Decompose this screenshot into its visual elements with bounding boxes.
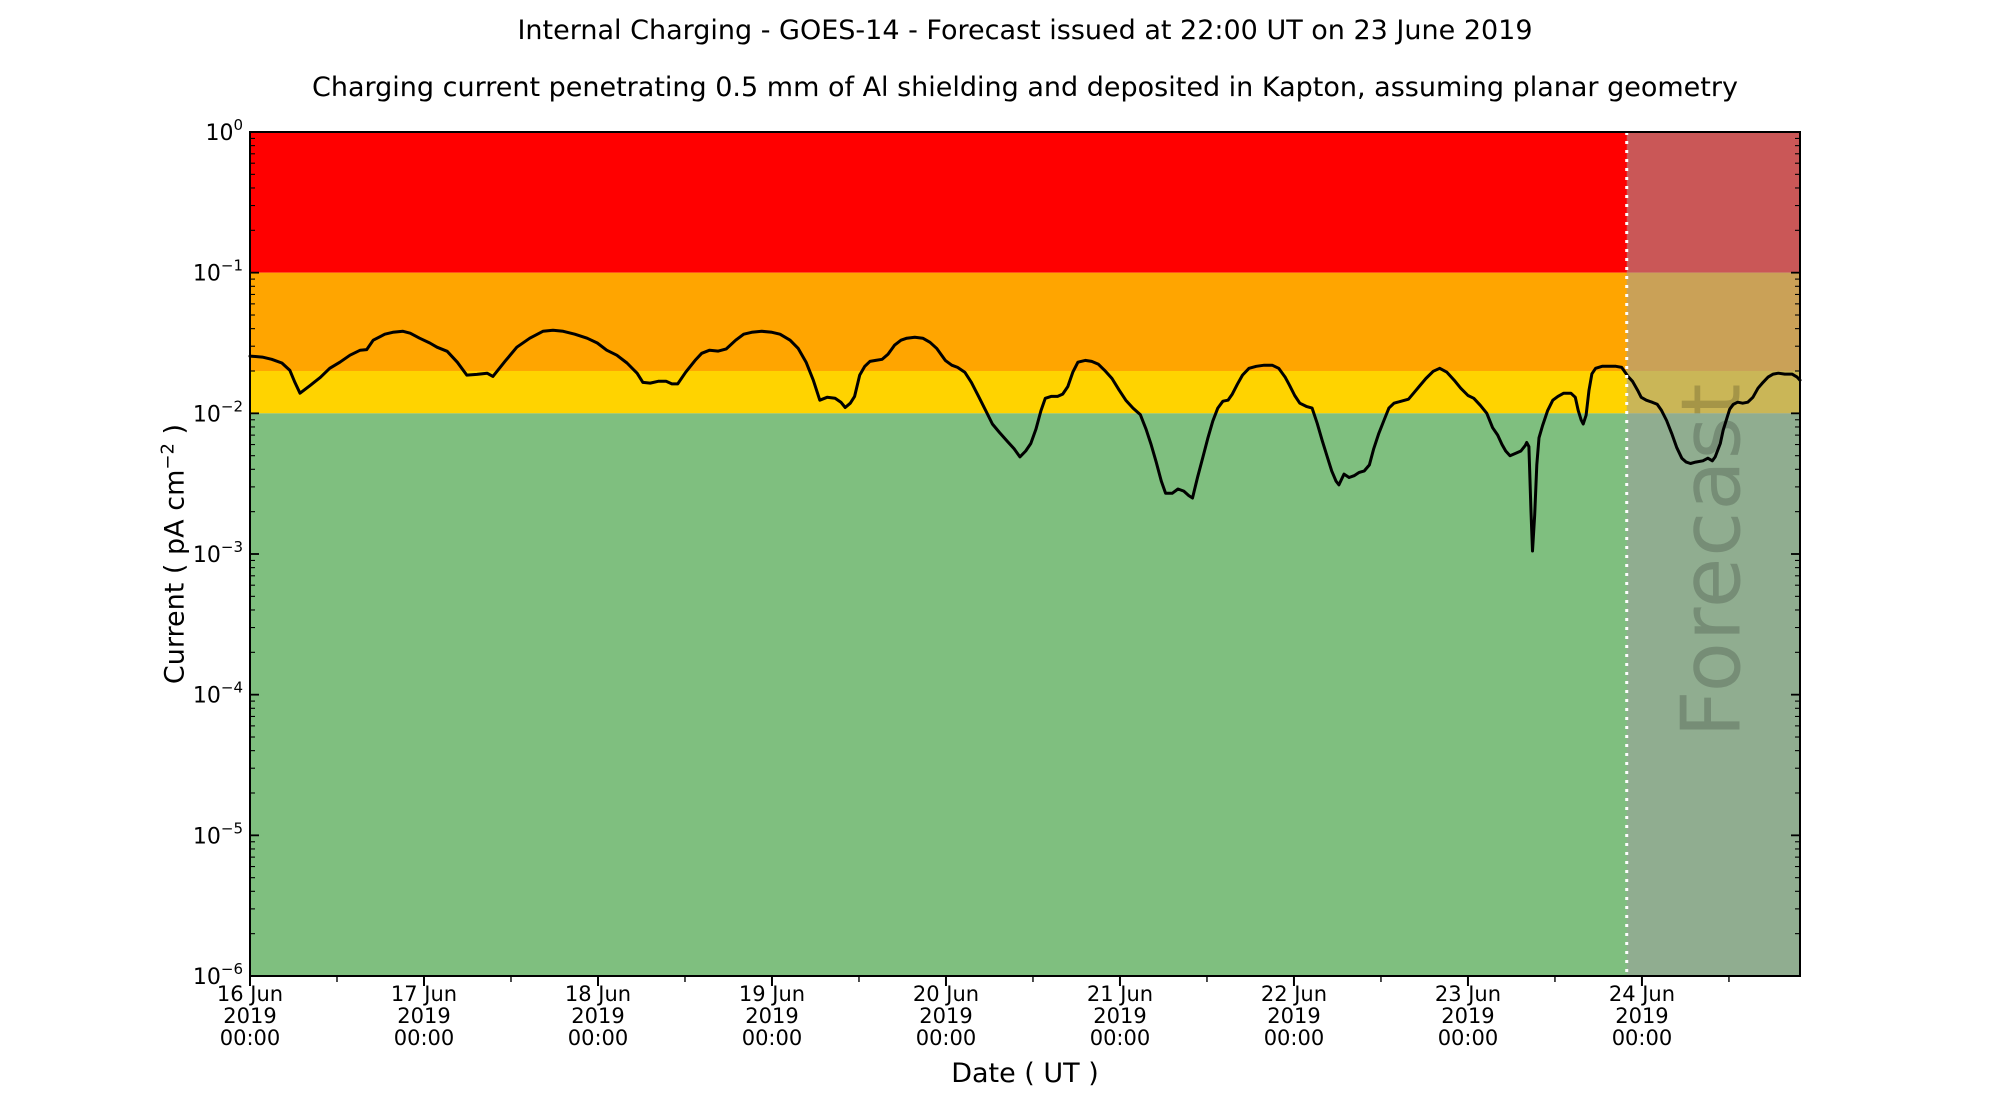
- x-tick-label: 19 Jun 2019 00:00: [739, 982, 805, 1050]
- band-red-alert: [250, 132, 1800, 273]
- data-line: [248, 328, 1802, 553]
- y-axis-title-suffix: ): [159, 423, 191, 444]
- x-tick-label: 16 Jun 2019 00:00: [217, 982, 283, 1050]
- y-tick-label: 10−6: [193, 960, 243, 990]
- page-title: Internal Charging - GOES-14 - Forecast i…: [517, 15, 1533, 46]
- y-tick-label: 100: [205, 116, 243, 146]
- x-tick-label: 22 Jun 2019 00:00: [1261, 982, 1327, 1050]
- band-green-quiet: [250, 413, 1800, 976]
- y-axis-title: Current ( pA cm−2 ): [154, 424, 191, 684]
- y-tick-label: 10−5: [193, 819, 243, 849]
- x-tick-label: 23 Jun 2019 00:00: [1435, 982, 1501, 1050]
- band-orange-warning: [250, 272, 1800, 371]
- x-tick-label: 17 Jun 2019 00:00: [391, 982, 457, 1050]
- y-axis-title-text: Current ( pA cm: [159, 469, 191, 685]
- band-yellow-caution: [250, 370, 1800, 414]
- y-tick-label: 10−4: [193, 679, 243, 709]
- y-tick-label: 10−3: [193, 538, 243, 568]
- x-tick-label: 18 Jun 2019 00:00: [565, 982, 631, 1050]
- forecast-watermark: Forecast: [1664, 382, 1760, 738]
- y-tick-label: 10−2: [193, 397, 243, 427]
- chart-subtitle: Charging current penetrating 0.5 mm of A…: [312, 72, 1738, 103]
- y-axis-title-exponent: −2: [157, 443, 179, 470]
- forecast-overlay: [1626, 132, 1800, 976]
- x-tick-label: 21 Jun 2019 00:00: [1087, 982, 1153, 1050]
- y-tick-label: 10−1: [193, 257, 243, 287]
- x-tick-label: 20 Jun 2019 00:00: [913, 982, 979, 1050]
- x-tick-label: 24 Jun 2019 00:00: [1609, 982, 1675, 1050]
- x-axis-title: Date ( UT ): [951, 1058, 1099, 1089]
